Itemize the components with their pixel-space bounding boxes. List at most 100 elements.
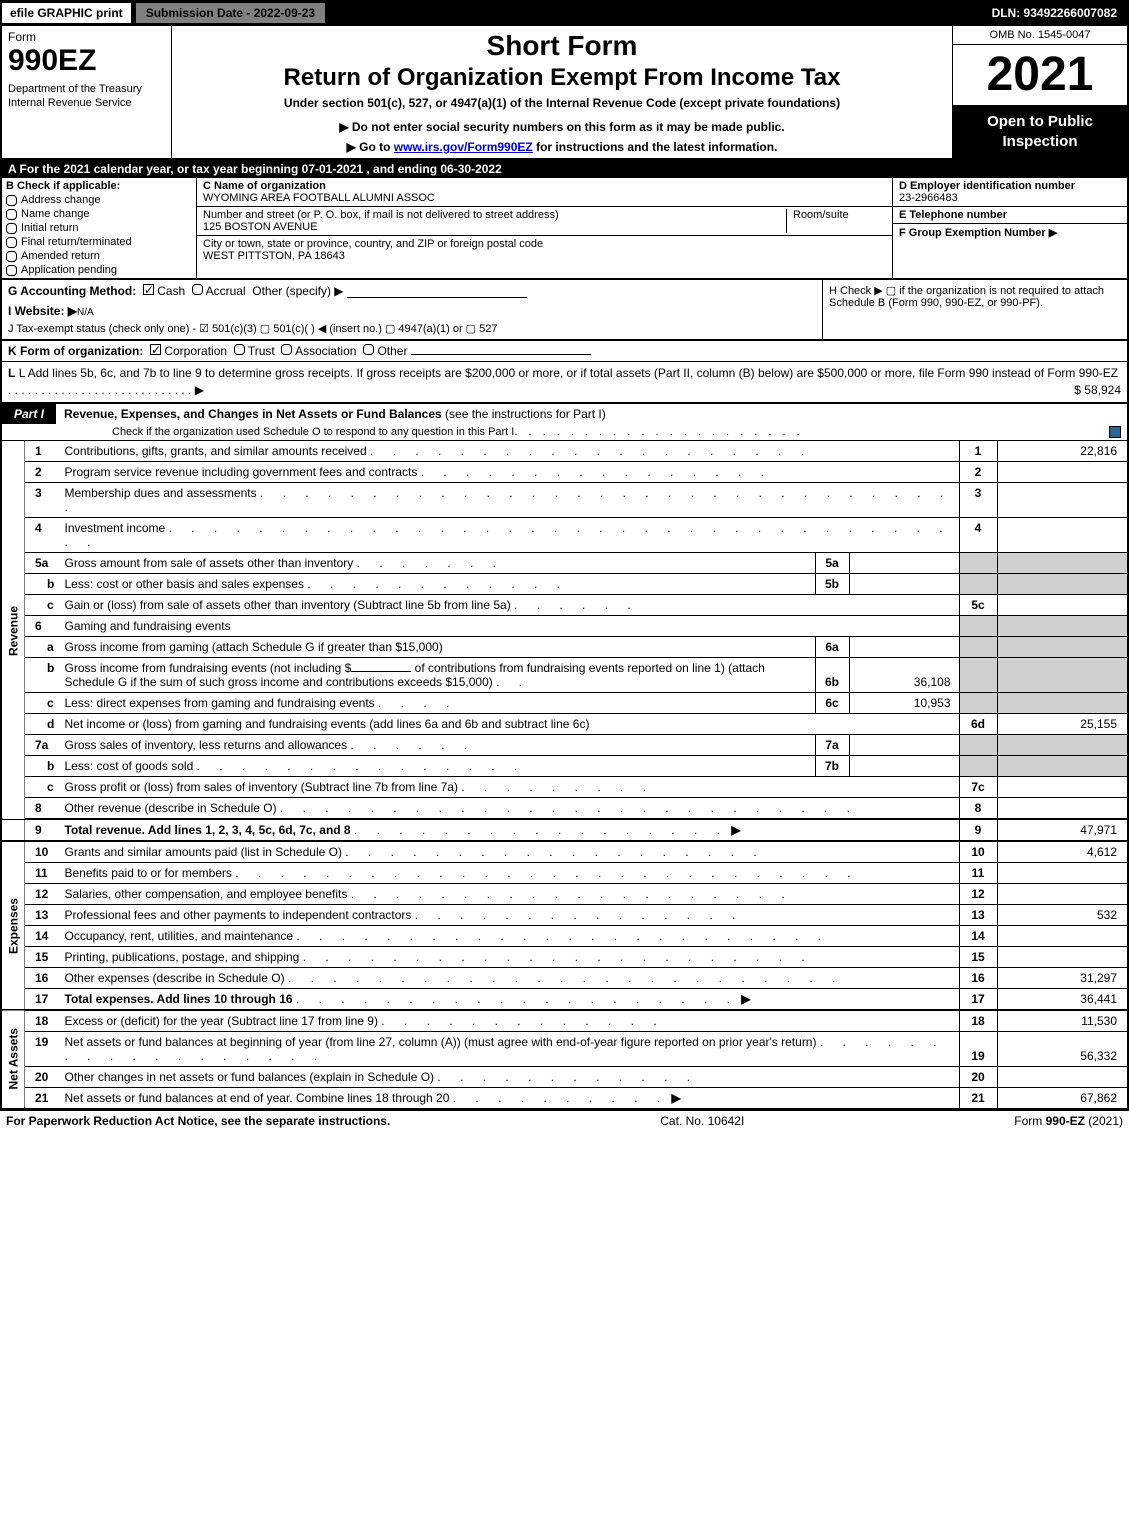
line-7b-val-shade xyxy=(997,755,1127,776)
chk-address-change[interactable]: Address change xyxy=(6,194,192,206)
form-label: Form xyxy=(8,30,165,44)
line-5c-value xyxy=(997,594,1127,615)
line-12-desc: Salaries, other compensation, and employ… xyxy=(61,883,960,904)
line-2-value xyxy=(997,461,1127,482)
line-19-value: 56,332 xyxy=(997,1031,1127,1066)
chk-other-org[interactable] xyxy=(363,344,374,355)
line-7a-desc: Gross sales of inventory, less returns a… xyxy=(61,734,816,755)
line-21-num: 21 xyxy=(25,1087,61,1108)
line-17-box: 17 xyxy=(959,988,997,1010)
warning: ▶ Do not enter social security numbers o… xyxy=(180,120,944,134)
line-16-box: 16 xyxy=(959,967,997,988)
line-1-desc: Contributions, gifts, grants, and simila… xyxy=(61,441,960,462)
line-15-num: 15 xyxy=(25,946,61,967)
chk-trust[interactable] xyxy=(234,344,245,355)
header-left: Form 990EZ Department of the Treasury In… xyxy=(2,26,172,158)
line-5a-val-shade xyxy=(997,552,1127,573)
line-15-value xyxy=(997,946,1127,967)
line-7c-num: c xyxy=(25,776,61,797)
line-5c-desc: Gain or (loss) from sale of assets other… xyxy=(61,594,960,615)
line-13-desc: Professional fees and other payments to … xyxy=(61,904,960,925)
goto-line: ▶ Go to www.irs.gov/Form990EZ for instru… xyxy=(180,140,944,154)
f-label: F Group Exemption Number ▶ xyxy=(899,227,1057,239)
chk-amended-return[interactable]: Amended return xyxy=(6,250,192,262)
line-2-box: 2 xyxy=(959,461,997,482)
line-4-box: 4 xyxy=(959,517,997,552)
omb-number: OMB No. 1545-0047 xyxy=(953,26,1127,45)
line-6b-desc: Gross income from fundraising events (no… xyxy=(61,657,816,692)
line-17-value: 36,441 xyxy=(997,988,1127,1010)
line-6d-value: 25,155 xyxy=(997,713,1127,734)
line-16-num: 16 xyxy=(25,967,61,988)
line-12-num: 12 xyxy=(25,883,61,904)
line-8-box: 8 xyxy=(959,797,997,819)
chk-initial-return[interactable]: Initial return xyxy=(6,222,192,234)
efile-label[interactable]: efile GRAPHIC print xyxy=(2,3,131,23)
line-6a-desc: Gross income from gaming (attach Schedul… xyxy=(61,636,816,657)
line-5a-box-shade xyxy=(959,552,997,573)
line-8-desc: Other revenue (describe in Schedule O) .… xyxy=(61,797,960,819)
expenses-label: Expenses xyxy=(2,841,25,1010)
line-3-num: 3 xyxy=(25,482,61,517)
line-6-val-shade xyxy=(997,615,1127,636)
line-6c-num: c xyxy=(25,692,61,713)
line-2-num: 2 xyxy=(25,461,61,482)
chk-association[interactable] xyxy=(281,344,292,355)
col-def: D Employer identification number 23-2966… xyxy=(892,178,1127,278)
line-12-box: 12 xyxy=(959,883,997,904)
line-1-box: 1 xyxy=(959,441,997,462)
line-9-box: 9 xyxy=(959,819,997,841)
h-box: H Check ▶ ▢ if the organization is not r… xyxy=(822,280,1127,339)
line-6b-minival: 36,108 xyxy=(849,657,959,692)
goto-link[interactable]: www.irs.gov/Form990EZ xyxy=(394,140,533,154)
line-14-value xyxy=(997,925,1127,946)
chk-name-change[interactable]: Name change xyxy=(6,208,192,220)
line-6c-desc: Less: direct expenses from gaming and fu… xyxy=(61,692,816,713)
line-7a-num: 7a xyxy=(25,734,61,755)
line-6c-box-shade xyxy=(959,692,997,713)
top-bar: efile GRAPHIC print Submission Date - 20… xyxy=(0,0,1129,26)
chk-final-return[interactable]: Final return/terminated xyxy=(6,236,192,248)
c-city-label: City or town, state or province, country… xyxy=(203,238,543,250)
line-11-value xyxy=(997,862,1127,883)
line-7b-num: b xyxy=(25,755,61,776)
line-6d-desc: Net income or (loss) from gaming and fun… xyxy=(61,713,960,734)
line-2-desc: Program service revenue including govern… xyxy=(61,461,960,482)
line-6c-val-shade xyxy=(997,692,1127,713)
line-18-desc: Excess or (deficit) for the year (Subtra… xyxy=(61,1010,960,1032)
goto-pre: ▶ Go to xyxy=(347,140,394,154)
line-5b-val-shade xyxy=(997,573,1127,594)
line-6d-box: 6d xyxy=(959,713,997,734)
chk-accrual[interactable] xyxy=(192,284,203,295)
row-a: A For the 2021 calendar year, or tax yea… xyxy=(0,160,1129,178)
line-11-desc: Benefits paid to or for members . . . . … xyxy=(61,862,960,883)
line-5a-desc: Gross amount from sale of assets other t… xyxy=(61,552,816,573)
tax-year: 2021 xyxy=(953,45,1127,106)
submission-date: Submission Date - 2022-09-23 xyxy=(135,2,326,24)
line-8-num: 8 xyxy=(25,797,61,819)
line-15-desc: Printing, publications, postage, and shi… xyxy=(61,946,960,967)
title-under: Under section 501(c), 527, or 4947(a)(1)… xyxy=(180,96,944,110)
line-5b-minival xyxy=(849,573,959,594)
line-20-value xyxy=(997,1066,1127,1087)
line-7a-box-shade xyxy=(959,734,997,755)
line-6a-box-shade xyxy=(959,636,997,657)
line-16-value: 31,297 xyxy=(997,967,1127,988)
part1-schedule-o-check[interactable] xyxy=(1109,426,1121,438)
line-13-value: 532 xyxy=(997,904,1127,925)
line-3-desc: Membership dues and assessments . . . . … xyxy=(61,482,960,517)
c-addr-value: 125 BOSTON AVENUE xyxy=(203,221,318,233)
line-18-box: 18 xyxy=(959,1010,997,1032)
line-9-num: 9 xyxy=(25,819,61,841)
line-11-num: 11 xyxy=(25,862,61,883)
line-4-value xyxy=(997,517,1127,552)
chk-corporation[interactable] xyxy=(150,344,161,355)
line-1-num: 1 xyxy=(25,441,61,462)
line-5b-box-shade xyxy=(959,573,997,594)
chk-cash[interactable] xyxy=(143,284,154,295)
chk-application-pending[interactable]: Application pending xyxy=(6,264,192,276)
line-7b-box-shade xyxy=(959,755,997,776)
line-4-desc: Investment income . . . . . . . . . . . … xyxy=(61,517,960,552)
col-b: B Check if applicable: Address change Na… xyxy=(2,178,197,278)
line-8-value xyxy=(997,797,1127,819)
